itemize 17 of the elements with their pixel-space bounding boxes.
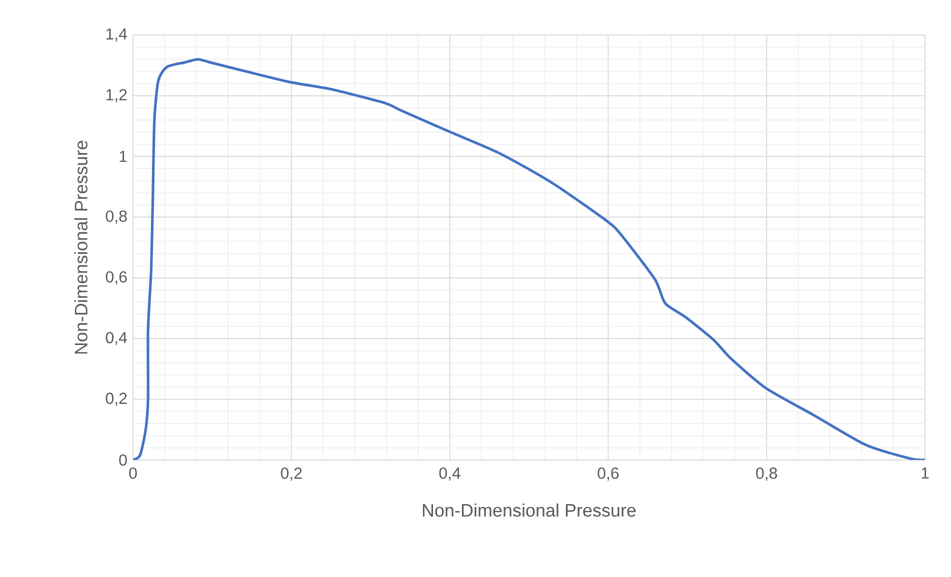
y-tick-label: 0,4 xyxy=(106,332,127,346)
y-tick-label: 0,8 xyxy=(106,210,127,224)
y-tick-label: 1,2 xyxy=(106,89,127,102)
x-tick-label: 1 xyxy=(922,468,929,479)
x-axis-title: Non-Dimensional Pressure xyxy=(422,504,636,517)
x-tick-label: 0,2 xyxy=(280,468,302,481)
y-tick-label: 1 xyxy=(120,150,127,162)
line-series xyxy=(133,58,925,460)
x-tick-label: 0 xyxy=(129,468,137,479)
y-tick-label: 0,6 xyxy=(106,271,127,284)
y-tick-label: 1,4 xyxy=(106,28,127,42)
x-tick-label: 0,6 xyxy=(598,468,619,481)
x-tick-label: 0,4 xyxy=(439,468,460,481)
x-tick-label: 0,8 xyxy=(756,468,778,481)
y-axis-title: Non-Dimensional Pressure xyxy=(74,140,88,354)
y-tick-label: 0 xyxy=(119,454,127,466)
y-tick-label: 0,2 xyxy=(106,392,127,406)
